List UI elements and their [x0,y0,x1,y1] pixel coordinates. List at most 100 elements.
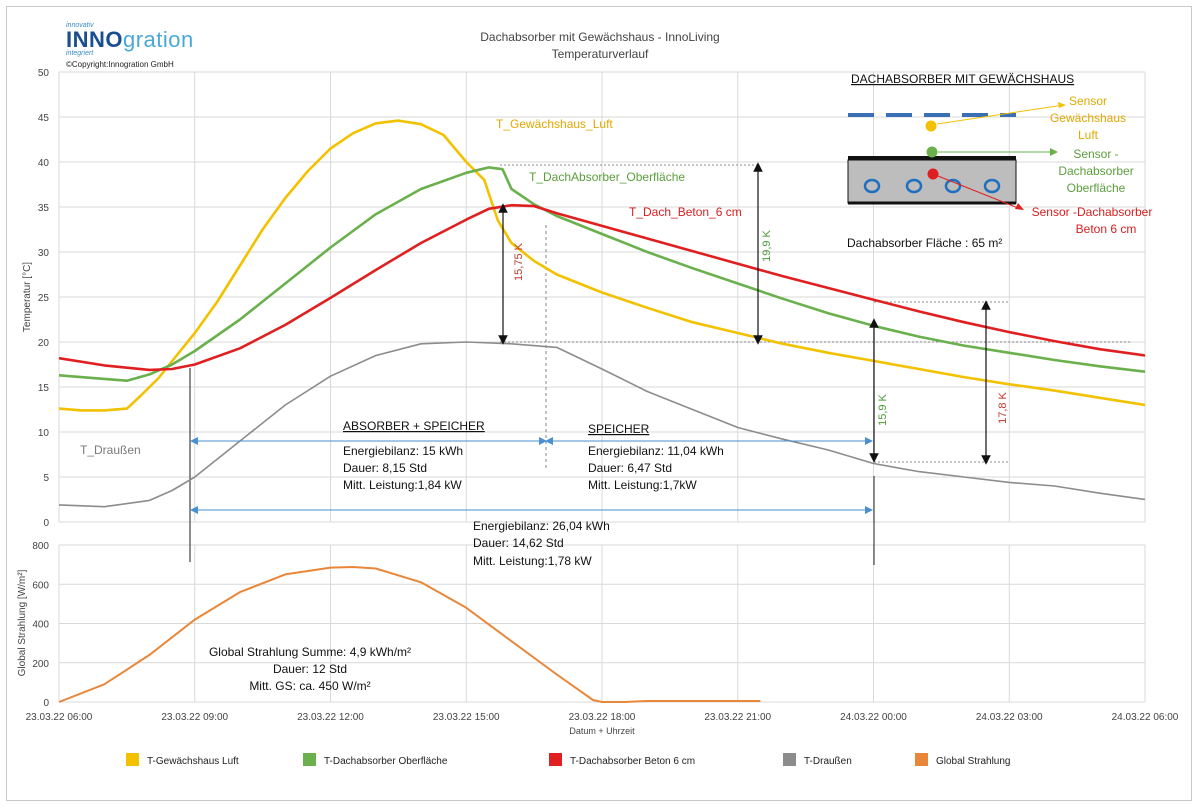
logo-copyright: ©Copyright:Innogration GmbH [66,60,174,69]
x-tick-label: 24.03.22 00:00 [840,712,907,723]
temperature-y-label: Temperatur [°C] [22,262,33,332]
inset-area-label: Dachabsorber Fläche : 65 m² [847,236,1002,250]
sol-y-tick-label: 0 [43,698,49,709]
temp-y-tick-label: 30 [38,248,50,259]
radiation-lines [58,566,761,703]
inset-sensor1-line-3: Luft [1078,128,1099,142]
sol-y-tick-label: 200 [32,659,49,670]
legend-label: Global Strahlung [936,756,1011,767]
box1-line-1: Energiebilanz: 15 kWh [343,444,463,458]
inset-pointer-surface-head [1050,148,1058,156]
total-line-3: Mitt. Leistung:1,78 kW [473,554,592,568]
x-tick-labels: 23.03.22 06:00 23.03.22 09:00 23.03.22 12:… [26,712,1179,723]
x-tick-label: 23.03.22 12:00 [297,712,364,723]
inset-sensor1-line-1: Sensor [1069,94,1107,108]
temp-y-tick-label: 40 [38,158,50,169]
inset-diagram: DACHABSORBER MIT GEWÄCHSHAUS Sensor Gewä… [847,72,1152,250]
box2-line-1: Energiebilanz: 11,04 kWh [588,444,724,458]
inset-sensor-concrete [927,168,939,180]
temperature-lines [58,119,1146,508]
x-tick-label: 23.03.22 15:00 [433,712,500,723]
inset-sensor1-line-2: Gewächshaus [1050,111,1126,125]
inset-pipe-2 [905,178,923,194]
delta-label-4: 17,8 K [997,391,1009,423]
x-tick-label: 23.03.22 18:00 [569,712,636,723]
box2-line-3: Mitt. Leistung:1,7kW [588,478,697,492]
inset-concrete-slab [847,159,1017,204]
radiation-y-label: Global Strahlung [W/m²] [17,569,28,676]
temperature-y-ticks: 0 5 10 15 20 25 30 35 40 45 50 [38,68,50,529]
inset-pointer-concrete [937,175,1019,209]
inset-pointer-air [936,104,1065,125]
inset-title: DACHABSORBER MIT GEWÄCHSHAUS [851,72,1074,86]
inset-sensor3-line-1: Sensor -Dachabsorber [1032,205,1153,219]
x-tick-label: 23.03.22 09:00 [161,712,228,723]
chart-subtitle: Temperaturverlauf [552,47,649,61]
sol-y-tick-label: 800 [32,541,49,552]
legend-swatch [783,753,796,766]
legend-swatch [126,753,139,766]
inset-sensor3-line-2: Beton 6 cm [1076,222,1137,236]
box1-title: ABSORBER + SPEICHER [343,419,485,433]
legend-swatch [549,753,562,766]
logo-word-part2: gration [123,27,194,52]
inset-sensor2-line-2: Dachabsorber [1058,164,1133,178]
temp-y-tick-label: 35 [38,203,50,214]
sol-y-tick-label: 400 [32,620,49,631]
reference-lines [189,164,1130,565]
x-tick-label: 24.03.22 03:00 [976,712,1043,723]
inset-sensor-air [925,120,937,132]
temp-y-tick-label: 20 [38,338,50,349]
inset-sensor-surface [926,146,938,158]
box1-line-2: Dauer: 8,15 Std [343,461,427,475]
logo-top-line: innovativ [66,22,94,29]
x-tick-label: 23.03.22 06:00 [26,712,93,723]
phase-arrows [190,437,873,514]
temp-y-tick-label: 45 [38,113,50,124]
temp-y-tick-label: 25 [38,293,50,304]
label-oberflaeche: T_DachAbsorber_Oberfläche [529,170,685,184]
logo-bottom-line: integriert [66,50,94,57]
label-gewaechshaus-luft: T_Gewächshaus_Luft [496,117,613,131]
temp-y-tick-label: 50 [38,68,50,79]
inset-pipe-3 [944,178,962,194]
delta-label-2: 19,9 K [761,229,773,261]
legend-swatch [303,753,316,766]
box2-title: SPEICHER [588,422,650,436]
inset-pointer-air-head [1058,102,1066,108]
delta-label-3: 15,9 K [877,393,889,425]
label-draussen: T_Draußen [80,443,141,457]
box2-line-2: Dauer: 6,47 Std [588,461,672,475]
legend-label: T-Draußen [804,756,852,767]
legend-label: T-Gewächshaus Luft [147,756,239,767]
temp-y-tick-label: 10 [38,428,50,439]
x-tick-label: 24.03.22 06:00 [1112,712,1179,723]
radiation-series-line [58,566,761,703]
sol-y-tick-label: 600 [32,580,49,591]
legend-label: T-Dachabsorber Beton 6 cm [570,756,695,767]
legend-label: T-Dachabsorber Oberfläche [324,756,448,767]
label-beton: T_Dach_Beton_6 cm [629,205,742,219]
legend: T-Gewächshaus Luft T-Dachabsorber Oberflä… [126,753,1011,767]
legend-swatch [915,753,928,766]
radiation-line-3: Mitt. GS: ca. 450 W/m² [249,679,370,693]
series-line-3 [58,341,1146,508]
chart-title: Dachabsorber mit Gewächshaus - InnoLivin… [480,30,719,44]
inset-sensor2-line-3: Oberfläche [1067,181,1126,195]
delta-arrows [498,162,991,465]
box1-line-3: Mitt. Leistung:1,84 kW [343,478,462,492]
inset-pipe-4 [983,178,1001,194]
total-line-2: Dauer: 14,62 Std [473,536,564,550]
chart-frame [6,6,1192,801]
inset-sensor2-line-1: Sensor - [1073,147,1118,161]
total-line-1: Energiebilanz: 26,04 kWh [473,519,610,533]
delta-label-1: 15,75 K [513,242,525,281]
temp-y-tick-label: 0 [43,518,49,529]
series-line-0 [58,119,1146,412]
inset-pointer-concrete-head [1015,203,1024,210]
company-logo: innovativ INNOgration integriert ©Copyri… [66,22,194,69]
x-tick-label: 23.03.22 21:00 [704,712,771,723]
temp-y-tick-label: 5 [43,473,49,484]
inset-pipe-1 [863,178,881,194]
